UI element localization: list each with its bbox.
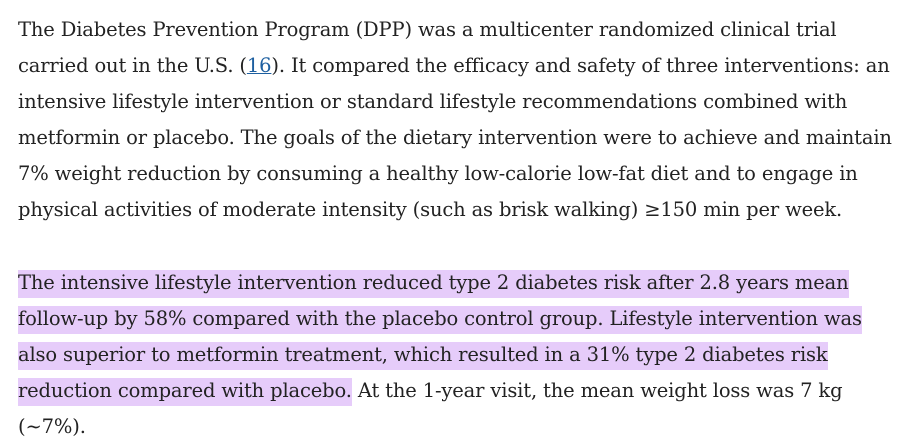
paragraph-text-before-ref: The Diabetes Prevention Program (DPP) wa… (18, 18, 837, 77)
paragraph-dpp-description: The Diabetes Prevention Program (DPP) wa… (18, 12, 898, 228)
paragraph-dpp-results: The intensive lifestyle intervention red… (18, 265, 898, 445)
paragraph-text-after-ref: ). It compared the efficacy and safety o… (18, 54, 892, 221)
reference-link-16[interactable]: 16 (246, 54, 272, 77)
